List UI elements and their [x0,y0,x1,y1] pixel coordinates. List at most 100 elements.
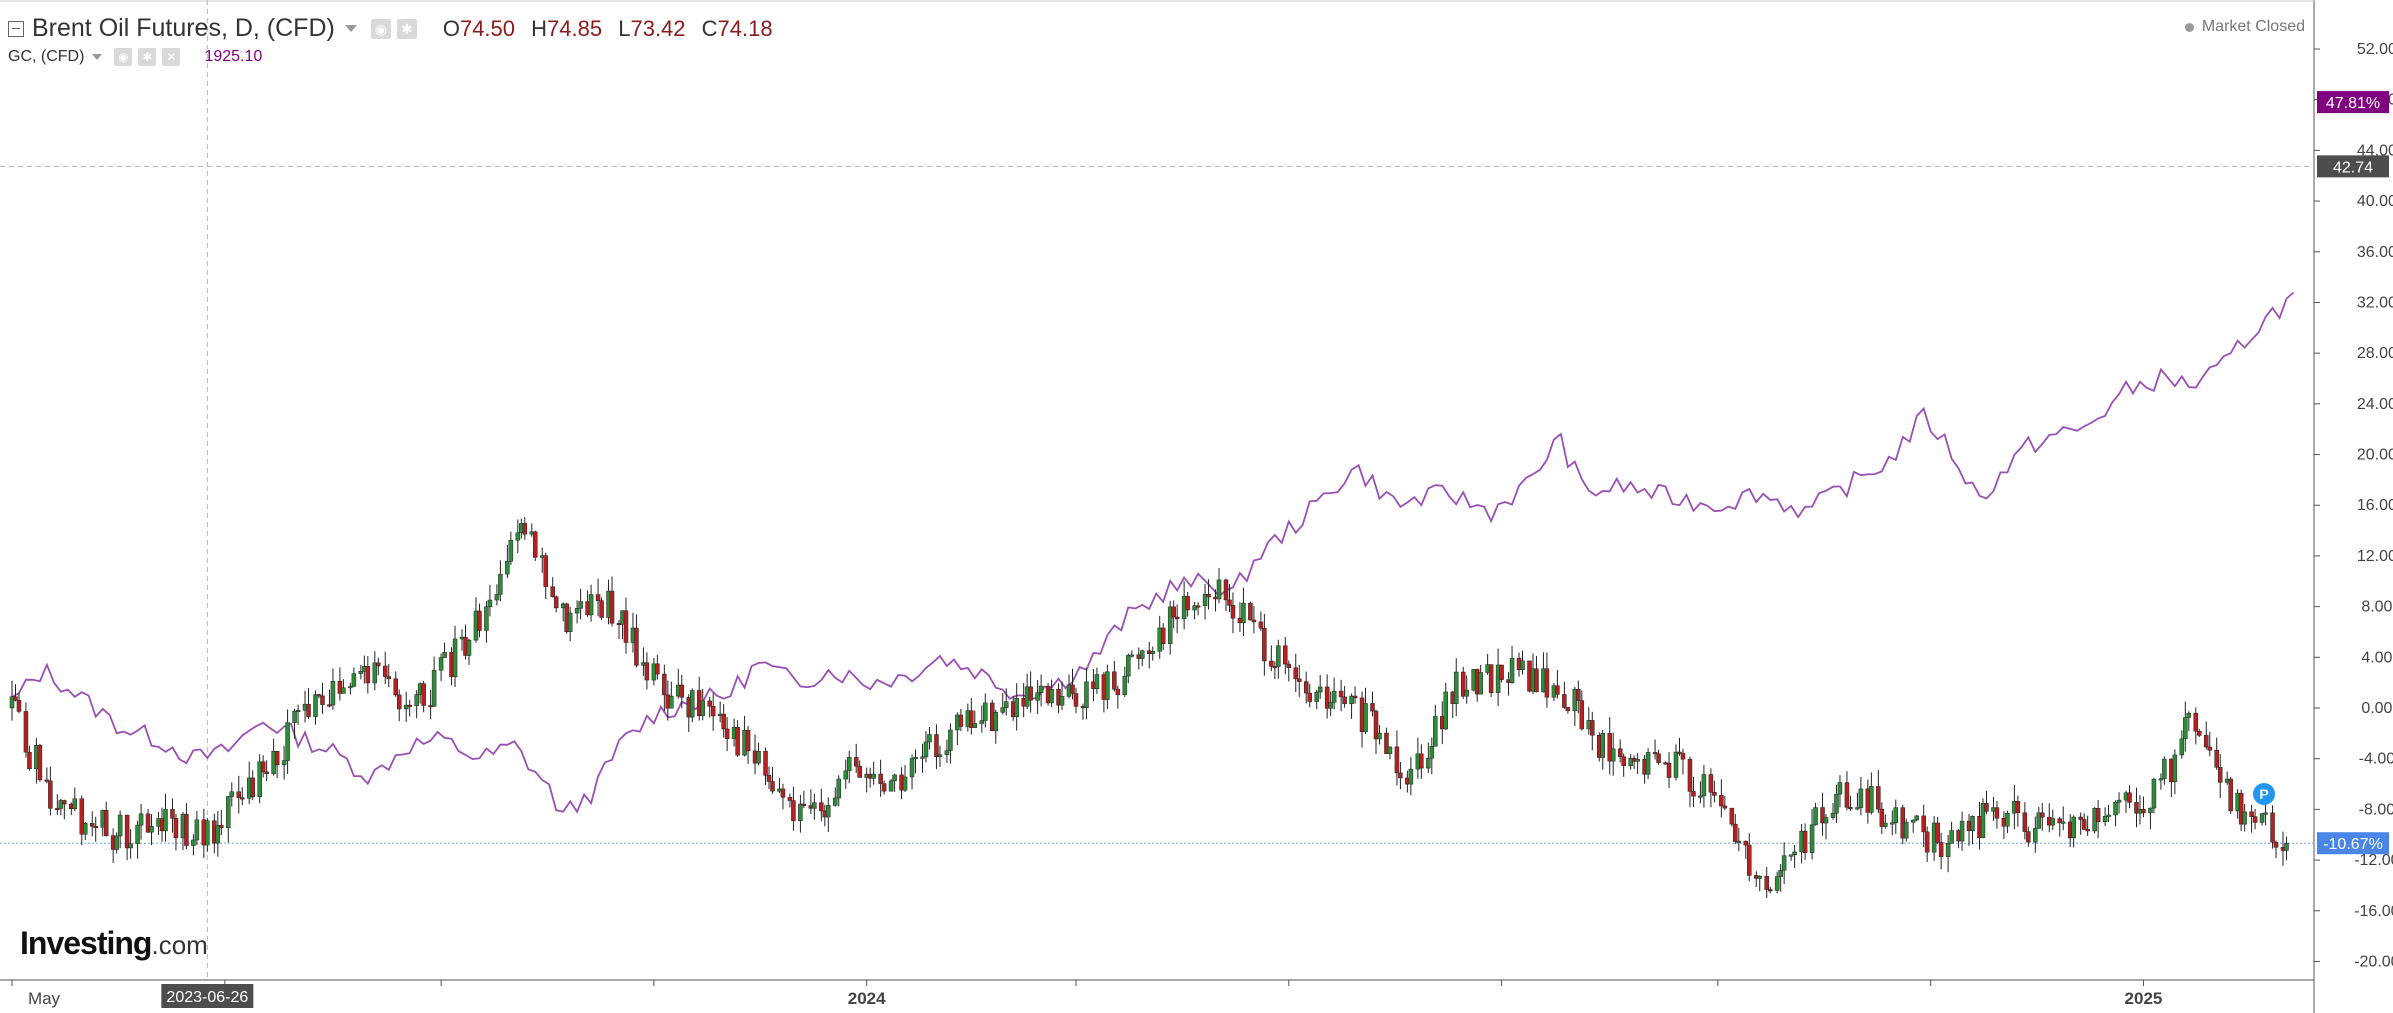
candle-body[interactable] [909,758,915,778]
candle-body[interactable] [1038,685,1044,693]
candle-body[interactable] [358,671,364,674]
candle-body[interactable] [1443,691,1449,730]
candle-body[interactable] [1813,807,1818,826]
candle-body[interactable] [1223,579,1229,601]
candle-body[interactable] [1499,664,1504,680]
candle-body[interactable] [2085,829,2090,832]
candle-body[interactable] [117,814,123,837]
candle-body[interactable] [1276,645,1281,667]
candle-body[interactable] [1945,843,1951,857]
candle-body[interactable] [2197,730,2202,736]
candle-body[interactable] [1579,700,1585,730]
candle-body[interactable] [1150,651,1155,654]
candle-body[interactable] [2148,807,2153,814]
candle-body[interactable] [1192,605,1197,611]
candle-body[interactable] [494,594,500,601]
candle-body[interactable] [1893,807,1899,823]
candle-body[interactable] [853,757,859,767]
candle-body[interactable] [1890,822,1895,825]
candle-body[interactable] [1286,663,1292,668]
candle-body[interactable] [595,594,601,601]
candle-body[interactable] [878,773,883,784]
candle-body[interactable] [623,610,629,643]
event-marker-icon[interactable] [2253,783,2275,805]
candle-body[interactable] [2207,746,2212,751]
candle-body[interactable] [2179,738,2185,756]
candle-body[interactable] [1858,788,1864,808]
candle-body[interactable] [1788,854,1794,857]
candle-body[interactable] [1094,674,1100,689]
candle-body[interactable] [1363,703,1368,733]
candle-body[interactable] [2273,841,2279,848]
candle-body[interactable] [2040,812,2045,818]
candle-body[interactable] [438,657,444,671]
candle-body[interactable] [1373,710,1379,740]
candle-body[interactable] [567,612,573,632]
candle-body[interactable] [72,798,78,809]
candle-body[interactable] [55,808,60,811]
candle-body[interactable] [1984,803,1989,812]
candle-body[interactable] [1426,757,1431,769]
candle-body[interactable] [1910,819,1916,823]
candle-body[interactable] [1691,791,1696,797]
candle-body[interactable] [16,700,22,712]
candle-body[interactable] [13,696,18,701]
candle-body[interactable] [819,802,824,812]
candle-body[interactable] [1687,758,1693,792]
chevron-down-icon[interactable] [92,54,103,60]
candle-body[interactable] [124,814,130,849]
candle-body[interactable] [194,819,200,841]
candle-body[interactable] [574,608,580,614]
candle-body[interactable] [306,703,311,717]
candle-body[interactable] [1398,772,1403,779]
candle-body[interactable] [163,809,168,832]
candle-body[interactable] [766,775,772,782]
candle-body[interactable] [337,680,343,694]
candle-body[interactable] [707,700,712,707]
candle-body[interactable] [1959,820,1965,842]
candle-body[interactable] [1610,748,1616,762]
candle-body[interactable] [843,770,848,780]
candle-body[interactable] [871,773,876,779]
candle-body[interactable] [2116,799,2122,803]
candle-body[interactable] [2141,809,2146,814]
candle-body[interactable] [1921,815,1926,833]
candle-body[interactable] [2057,818,2062,824]
candle-body[interactable] [281,760,287,766]
candle-body[interactable] [1565,707,1571,711]
candle-body[interactable] [846,757,852,772]
candle-body[interactable] [1269,660,1274,667]
candle-body[interactable] [1140,650,1145,659]
candle-body[interactable] [386,676,392,680]
candle-body[interactable] [972,723,978,728]
chevron-down-icon[interactable] [344,25,357,32]
candle-body[interactable] [1174,616,1180,620]
candle-body[interactable] [1844,782,1850,808]
candle-body[interactable] [833,797,838,806]
candle-body[interactable] [923,741,929,758]
candle-body[interactable] [2252,816,2258,823]
candle-body[interactable] [1600,733,1605,758]
candle-body[interactable] [1607,733,1612,762]
candle-body[interactable] [1621,756,1626,766]
candle-body[interactable] [1433,716,1438,747]
candle-body[interactable] [2238,792,2244,825]
candle-body[interactable] [1338,690,1344,698]
candle-body[interactable] [327,704,332,707]
candle-body[interactable] [1729,807,1735,825]
candle-body[interactable] [1324,686,1330,709]
candle-body[interactable] [826,805,831,818]
candle-body[interactable] [2151,778,2157,809]
candle-body[interactable] [257,761,262,797]
candle-body[interactable] [588,594,594,616]
compare-symbol-title[interactable]: GC, (CFD) [8,48,85,65]
candle-body[interactable] [983,702,988,721]
candle-body[interactable] [421,683,426,706]
candle-body[interactable] [466,639,472,656]
candle-body[interactable] [1764,876,1769,890]
candle-body[interactable] [1677,751,1682,754]
candle-body[interactable] [431,670,437,707]
candle-body[interactable] [710,706,716,717]
candle-body[interactable] [2228,778,2233,812]
